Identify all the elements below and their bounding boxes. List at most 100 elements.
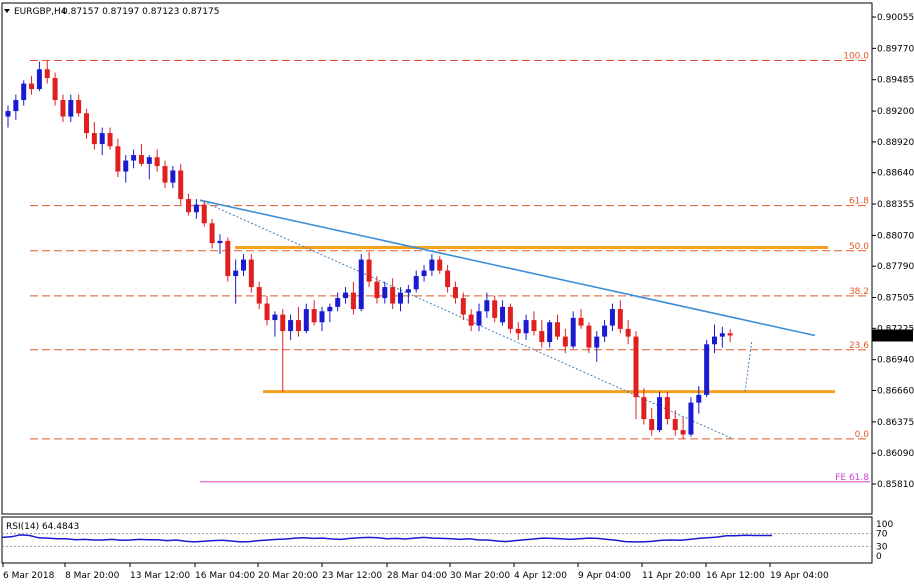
time-tick-label: 19 Apr 04:00 [770,571,829,581]
time-tick-label: 20 Mar 20:00 [258,571,318,581]
candle-body [492,300,498,318]
fib-level-label: FE 61.8 [835,473,869,483]
rsi-panel-border [1,516,873,564]
fib-level-label: 0.0 [855,430,870,440]
candle-body [672,419,678,431]
price-tick-label: 0.86940 [877,356,914,366]
candle-body [460,298,466,315]
candle-body [209,223,215,244]
candle-body [523,320,529,334]
candle-body [107,133,113,147]
chart-header: EURGBP,H4 0.87157 0.87197 0.87123 0.8717… [4,7,219,17]
rsi-line [1,534,772,543]
time-tick-label: 23 Mar 12:00 [322,571,382,581]
candle-body [578,317,584,326]
time-tick-label: 16 Mar 04:00 [195,571,255,581]
candle-body [5,111,11,117]
candle-body [272,314,278,321]
candle-body [688,402,694,435]
price-tick-label: 0.86090 [877,449,914,459]
candle-body [704,344,710,395]
candle-body [241,259,246,271]
candle-body [539,331,545,343]
candle-body [617,309,623,329]
candle-body [405,289,411,293]
candle-body [641,397,647,420]
candle-body [303,309,309,332]
candle-body [36,69,42,90]
symbol-dropdown-icon[interactable] [4,9,10,13]
candle-body [217,240,223,244]
time-axis: 6 Mar 2018 8 Mar 20:00 13 Mar 12:00 16 Mar … [2,563,829,581]
candle-body [664,397,670,420]
candle-body [586,325,592,348]
main-panel-border [1,2,873,515]
candle-body [178,170,184,200]
price-tick-label: 0.87505 [877,294,914,304]
candle-body [233,270,239,277]
time-tick-label: 4 Apr 12:00 [514,571,567,581]
chart-symbol: EURGBP,H4 [14,7,67,17]
fib-level-label: 100.0 [843,51,869,61]
candle-body [452,287,458,299]
candle-body [52,78,58,101]
time-tick-label: 11 Apr 20:00 [642,571,701,581]
candle-body [429,259,435,271]
time-tick-label: 16 Apr 12:00 [706,571,765,581]
fib-level-label: 61.8 [849,197,869,207]
candle-body [21,83,27,101]
price-tick-label: 0.88070 [877,231,914,241]
candle-body [343,292,349,299]
candle-body [162,166,168,183]
candle-body [570,317,576,347]
time-tick-label: 8 Mar 20:00 [65,571,120,581]
candle-body [594,336,600,348]
candle-body [13,100,19,112]
price-tick-label: 0.88920 [877,138,914,148]
candle-body [29,83,35,90]
price-tick-label: 0.87790 [877,262,914,272]
candle-body [602,325,608,337]
candle-body [138,155,144,164]
candle-body [413,276,419,290]
candle-body [288,320,294,332]
time-tick-label: 9 Apr 04:00 [578,571,631,581]
candle-body [476,311,482,326]
candle-body [712,336,717,345]
candle-body [44,69,50,79]
candle-body [186,199,192,213]
dotted-projection-line [744,339,753,392]
price-axis: 0.90055 0.89770 0.89485 0.89200 0.88920 0.886… [872,13,914,490]
candle-body [500,306,506,323]
candle-body [696,394,702,403]
fib-level-label: 38.2 [849,287,869,297]
time-tick-label: 28 Mar 04:00 [387,571,447,581]
candle-body [91,133,97,145]
candle-body [319,311,325,323]
candle-body [657,397,663,431]
candle-body [131,155,137,161]
rsi-level-label: 100 [876,520,893,530]
candle-body [264,303,270,321]
candle-body [60,100,66,117]
candle-body [146,157,152,164]
candle-body [562,336,568,347]
candle-body [115,146,121,172]
candle-body [170,170,176,183]
time-tick-label: 6 Mar 2018 [3,571,55,581]
candle-body [390,287,396,304]
candle-body [468,314,474,326]
candle-body [531,320,537,332]
price-tick-label: 0.87225 [877,324,914,334]
candle-body [76,100,82,114]
candle-body [84,113,89,134]
time-tick-label: 30 Mar 20:00 [450,571,510,581]
candle-body [280,314,286,332]
rsi-level-label: 30 [876,542,888,552]
candle-body [382,287,388,299]
horizontal-lines [235,245,835,394]
fib-level-label: 23.6 [849,341,869,351]
candle-body [649,419,655,431]
current-price-tag [872,329,913,342]
